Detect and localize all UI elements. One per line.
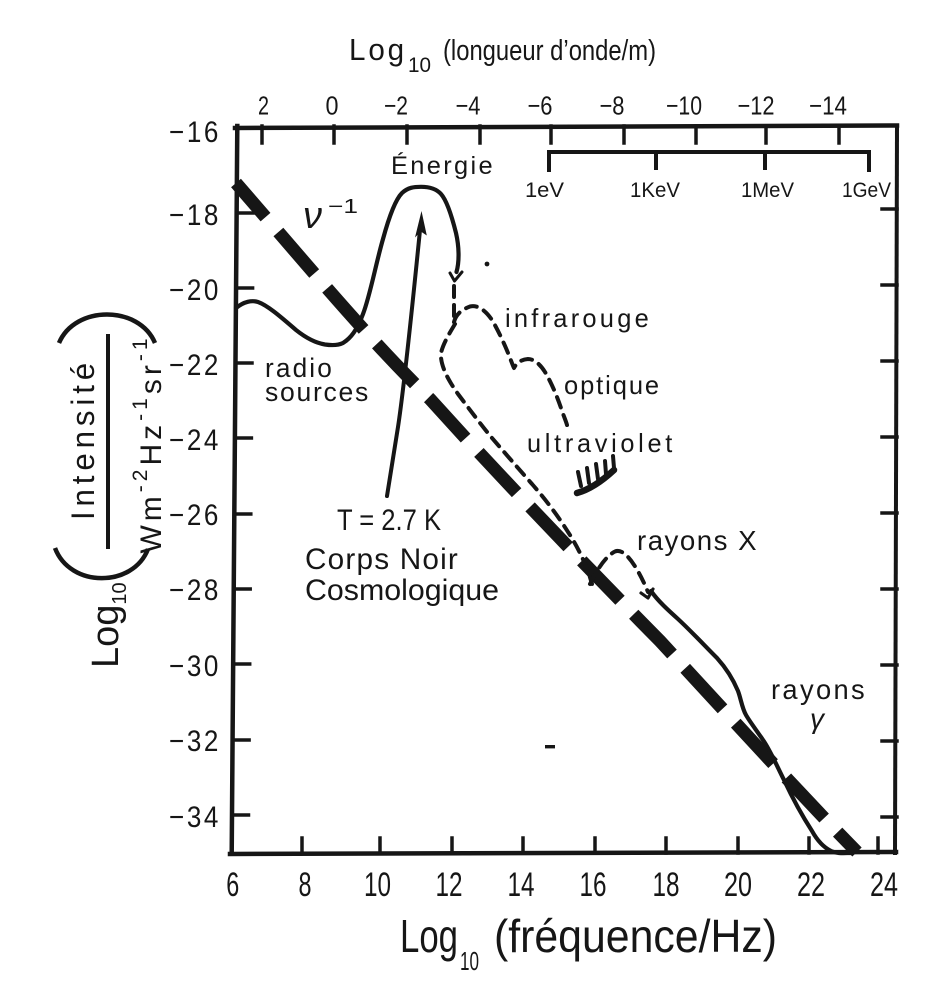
svg-text:8: 8 xyxy=(299,866,312,904)
svg-text:1GeV: 1GeV xyxy=(842,179,891,202)
svg-text:−28: −28 xyxy=(169,574,221,607)
svg-text:Log: Log xyxy=(400,910,458,962)
svg-text:rayons X: rayons X xyxy=(637,525,758,556)
svg-text:1eV: 1eV xyxy=(525,179,564,202)
svg-text:2: 2 xyxy=(258,91,269,121)
svg-text:Log: Log xyxy=(349,32,407,67)
svg-text:12: 12 xyxy=(436,866,463,904)
svg-text:rayons: rayons xyxy=(771,674,867,705)
svg-text:sources: sources xyxy=(265,377,370,407)
svg-text:10: 10 xyxy=(408,54,431,77)
svg-text:20: 20 xyxy=(724,866,752,904)
svg-text:−8: −8 xyxy=(600,91,625,121)
svg-text:Corps Noir: Corps Noir xyxy=(305,543,459,576)
svg-text:−24: −24 xyxy=(169,424,221,457)
svg-text:−34: −34 xyxy=(169,801,221,834)
svg-text:−16: −16 xyxy=(169,116,221,149)
svg-text:−2: −2 xyxy=(384,91,408,121)
svg-text:−6: −6 xyxy=(528,91,553,121)
svg-text:Énergie: Énergie xyxy=(391,151,495,180)
svg-text:6: 6 xyxy=(226,866,239,904)
svg-text:(fréquence/Hz): (fréquence/Hz) xyxy=(494,910,777,962)
svg-text:−22: −22 xyxy=(169,349,221,382)
svg-text:−12: −12 xyxy=(738,91,775,121)
svg-text:−1: −1 xyxy=(328,196,358,218)
svg-text:γ: γ xyxy=(810,703,826,734)
svg-text:(longueur d’onde/m): (longueur d’onde/m) xyxy=(443,35,656,67)
svg-text:14: 14 xyxy=(508,866,535,904)
svg-text:−18: −18 xyxy=(169,199,221,232)
svg-text:22: 22 xyxy=(797,866,825,904)
svg-text:Cosmologique: Cosmologique xyxy=(305,574,499,607)
svg-text:Wm-2Hz-1sr-1: Wm-2Hz-1sr-1 xyxy=(129,334,168,553)
svg-text:−4: −4 xyxy=(456,91,481,121)
svg-text:−26: −26 xyxy=(169,499,221,532)
svg-text:10: 10 xyxy=(364,866,391,904)
svg-text:−30: −30 xyxy=(169,650,221,683)
svg-text:Intensité: Intensité xyxy=(65,358,101,520)
svg-text:ν: ν xyxy=(303,195,322,237)
svg-text:radio: radio xyxy=(265,353,334,383)
svg-text:10: 10 xyxy=(460,946,479,976)
svg-text:−32: −32 xyxy=(169,725,221,758)
svg-text:optique: optique xyxy=(564,370,661,400)
svg-text:ultraviolet: ultraviolet xyxy=(527,428,676,458)
svg-text:16: 16 xyxy=(580,866,607,904)
svg-text:24: 24 xyxy=(870,866,898,904)
svg-text:1MeV: 1MeV xyxy=(741,179,794,202)
svg-text:1KeV: 1KeV xyxy=(630,179,680,202)
svg-text:T = 2.7 K: T = 2.7 K xyxy=(337,504,441,537)
svg-text:−10: −10 xyxy=(666,91,702,121)
svg-text:infrarouge: infrarouge xyxy=(505,303,652,333)
svg-text:0: 0 xyxy=(326,91,339,121)
svg-text:−14: −14 xyxy=(809,91,847,121)
svg-text:18: 18 xyxy=(653,866,680,904)
svg-text:−20: −20 xyxy=(169,274,221,307)
